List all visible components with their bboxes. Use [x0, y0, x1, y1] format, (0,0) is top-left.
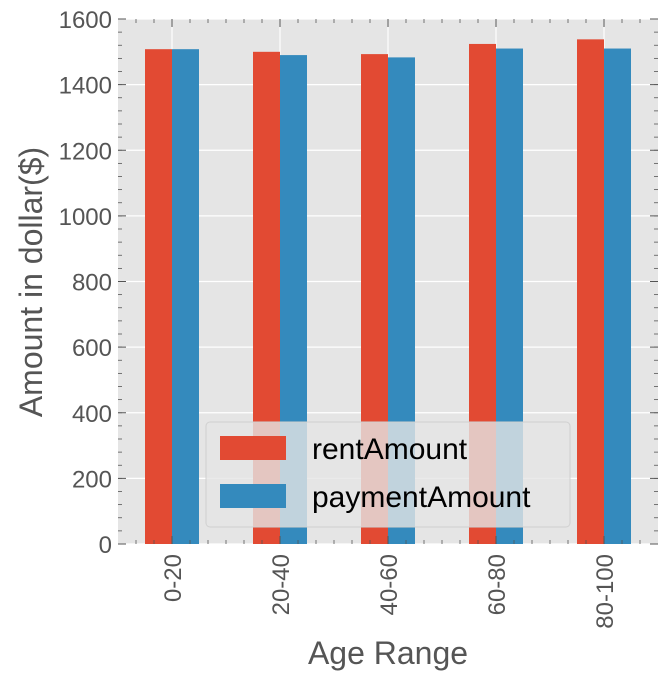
y-tick-label: 200	[72, 466, 112, 493]
x-tick-labels: 0-20 20-40 40-60 60-80 80-100	[160, 554, 619, 629]
y-tick-label: 400	[72, 401, 112, 428]
y-tick-label: 1400	[59, 73, 112, 100]
y-axis-title: Amount in dollar($)	[13, 147, 49, 417]
y-tick-label: 600	[72, 335, 112, 362]
x-tick-label: 40-60	[376, 554, 403, 615]
legend-frame	[205, 421, 571, 528]
bar-paymentAmount	[172, 49, 199, 544]
bar-rentAmount	[577, 39, 604, 544]
legend-swatch-rent	[220, 436, 286, 460]
x-tick-label: 80-100	[592, 554, 619, 629]
y-tick-label: 1200	[59, 138, 112, 165]
legend-label-rent: rentAmount	[312, 433, 468, 466]
bar-paymentAmount	[604, 48, 631, 544]
y-tick-label: 0	[99, 532, 112, 559]
x-tick-label: 20-40	[268, 554, 295, 615]
y-tick-labels: 0 200 400 600 800 1000 1200 1400 1600	[59, 7, 112, 559]
x-axis-title: Age Range	[308, 635, 468, 671]
x-tick-label: 60-80	[484, 554, 511, 615]
y-tick-label: 800	[72, 270, 112, 297]
tick-marks	[118, 18, 658, 545]
legend-swatch-payment	[220, 484, 286, 508]
legend-label-payment: paymentAmount	[312, 481, 531, 514]
bar-rentAmount	[145, 49, 172, 544]
y-tick-label: 1000	[59, 204, 112, 231]
y-tick-label: 1600	[59, 7, 112, 34]
legend: rentAmount paymentAmount	[205, 421, 571, 528]
x-tick-label: 0-20	[160, 554, 187, 602]
